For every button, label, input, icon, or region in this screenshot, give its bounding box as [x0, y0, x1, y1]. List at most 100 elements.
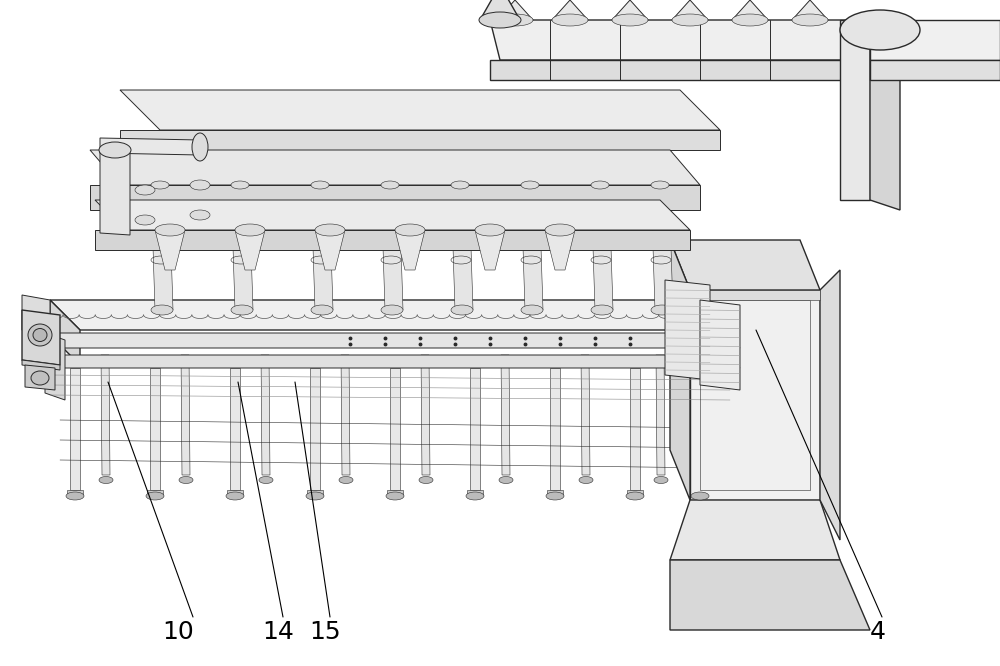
Polygon shape — [651, 185, 673, 310]
Ellipse shape — [192, 133, 208, 161]
Text: 4: 4 — [870, 620, 886, 644]
Ellipse shape — [479, 12, 521, 28]
Ellipse shape — [475, 224, 505, 236]
Polygon shape — [480, 0, 520, 20]
Polygon shape — [670, 240, 690, 500]
Ellipse shape — [451, 305, 473, 315]
Polygon shape — [421, 355, 430, 475]
Ellipse shape — [792, 14, 828, 26]
Ellipse shape — [521, 181, 539, 189]
Ellipse shape — [146, 492, 164, 500]
Polygon shape — [181, 355, 190, 475]
Polygon shape — [341, 355, 350, 475]
Polygon shape — [490, 20, 870, 60]
Polygon shape — [230, 368, 240, 490]
Polygon shape — [90, 185, 700, 210]
Polygon shape — [120, 130, 720, 150]
Polygon shape — [45, 355, 740, 368]
Ellipse shape — [99, 476, 113, 484]
Ellipse shape — [28, 324, 52, 346]
Polygon shape — [95, 200, 690, 230]
Ellipse shape — [31, 371, 49, 385]
Ellipse shape — [499, 476, 513, 484]
Polygon shape — [50, 300, 80, 365]
Ellipse shape — [190, 180, 210, 190]
Ellipse shape — [66, 492, 84, 500]
Ellipse shape — [466, 492, 484, 500]
Ellipse shape — [626, 492, 644, 500]
Ellipse shape — [545, 224, 575, 236]
Polygon shape — [552, 0, 588, 20]
Text: 14: 14 — [262, 620, 294, 644]
Polygon shape — [695, 368, 705, 490]
Polygon shape — [261, 355, 270, 475]
Polygon shape — [670, 560, 870, 630]
Polygon shape — [870, 20, 900, 210]
Ellipse shape — [386, 492, 404, 500]
Ellipse shape — [451, 181, 469, 189]
Ellipse shape — [395, 224, 425, 236]
Polygon shape — [150, 368, 160, 490]
Polygon shape — [227, 490, 243, 496]
Polygon shape — [50, 300, 710, 330]
Polygon shape — [381, 185, 403, 310]
Polygon shape — [95, 230, 690, 250]
Polygon shape — [100, 138, 200, 155]
Polygon shape — [700, 300, 740, 390]
Polygon shape — [490, 60, 870, 80]
Polygon shape — [547, 490, 563, 496]
Ellipse shape — [381, 181, 399, 189]
Polygon shape — [310, 368, 320, 490]
Ellipse shape — [591, 305, 613, 315]
Polygon shape — [630, 368, 640, 490]
Polygon shape — [100, 150, 130, 235]
Polygon shape — [231, 185, 253, 310]
Polygon shape — [690, 290, 820, 500]
Polygon shape — [395, 230, 425, 270]
Polygon shape — [120, 90, 720, 130]
Polygon shape — [680, 300, 710, 345]
Polygon shape — [670, 240, 820, 290]
Polygon shape — [151, 185, 173, 310]
Ellipse shape — [612, 14, 648, 26]
Ellipse shape — [651, 305, 673, 315]
Polygon shape — [45, 333, 740, 348]
Ellipse shape — [235, 224, 265, 236]
Polygon shape — [451, 185, 473, 310]
Ellipse shape — [381, 305, 403, 315]
Polygon shape — [497, 0, 533, 20]
Polygon shape — [22, 310, 60, 365]
Polygon shape — [612, 0, 648, 20]
Ellipse shape — [155, 224, 185, 236]
Ellipse shape — [311, 305, 333, 315]
Polygon shape — [90, 150, 700, 185]
Polygon shape — [467, 490, 483, 496]
Polygon shape — [870, 20, 1000, 60]
Polygon shape — [792, 0, 828, 20]
Ellipse shape — [579, 476, 593, 484]
Ellipse shape — [339, 476, 353, 484]
Polygon shape — [732, 0, 768, 20]
Polygon shape — [581, 355, 590, 475]
Ellipse shape — [33, 328, 47, 342]
Polygon shape — [390, 368, 400, 490]
Ellipse shape — [546, 492, 564, 500]
Polygon shape — [521, 185, 543, 310]
Polygon shape — [22, 295, 50, 335]
Ellipse shape — [672, 14, 708, 26]
Polygon shape — [870, 60, 1000, 80]
Ellipse shape — [552, 14, 588, 26]
Polygon shape — [25, 365, 55, 390]
Polygon shape — [101, 355, 110, 475]
Ellipse shape — [231, 181, 249, 189]
Polygon shape — [550, 368, 560, 490]
Polygon shape — [656, 355, 665, 475]
Ellipse shape — [840, 10, 920, 50]
Ellipse shape — [226, 492, 244, 500]
Polygon shape — [591, 185, 613, 310]
Ellipse shape — [135, 185, 155, 195]
Polygon shape — [70, 368, 80, 490]
Ellipse shape — [151, 181, 169, 189]
Polygon shape — [307, 490, 323, 496]
Polygon shape — [627, 490, 643, 496]
